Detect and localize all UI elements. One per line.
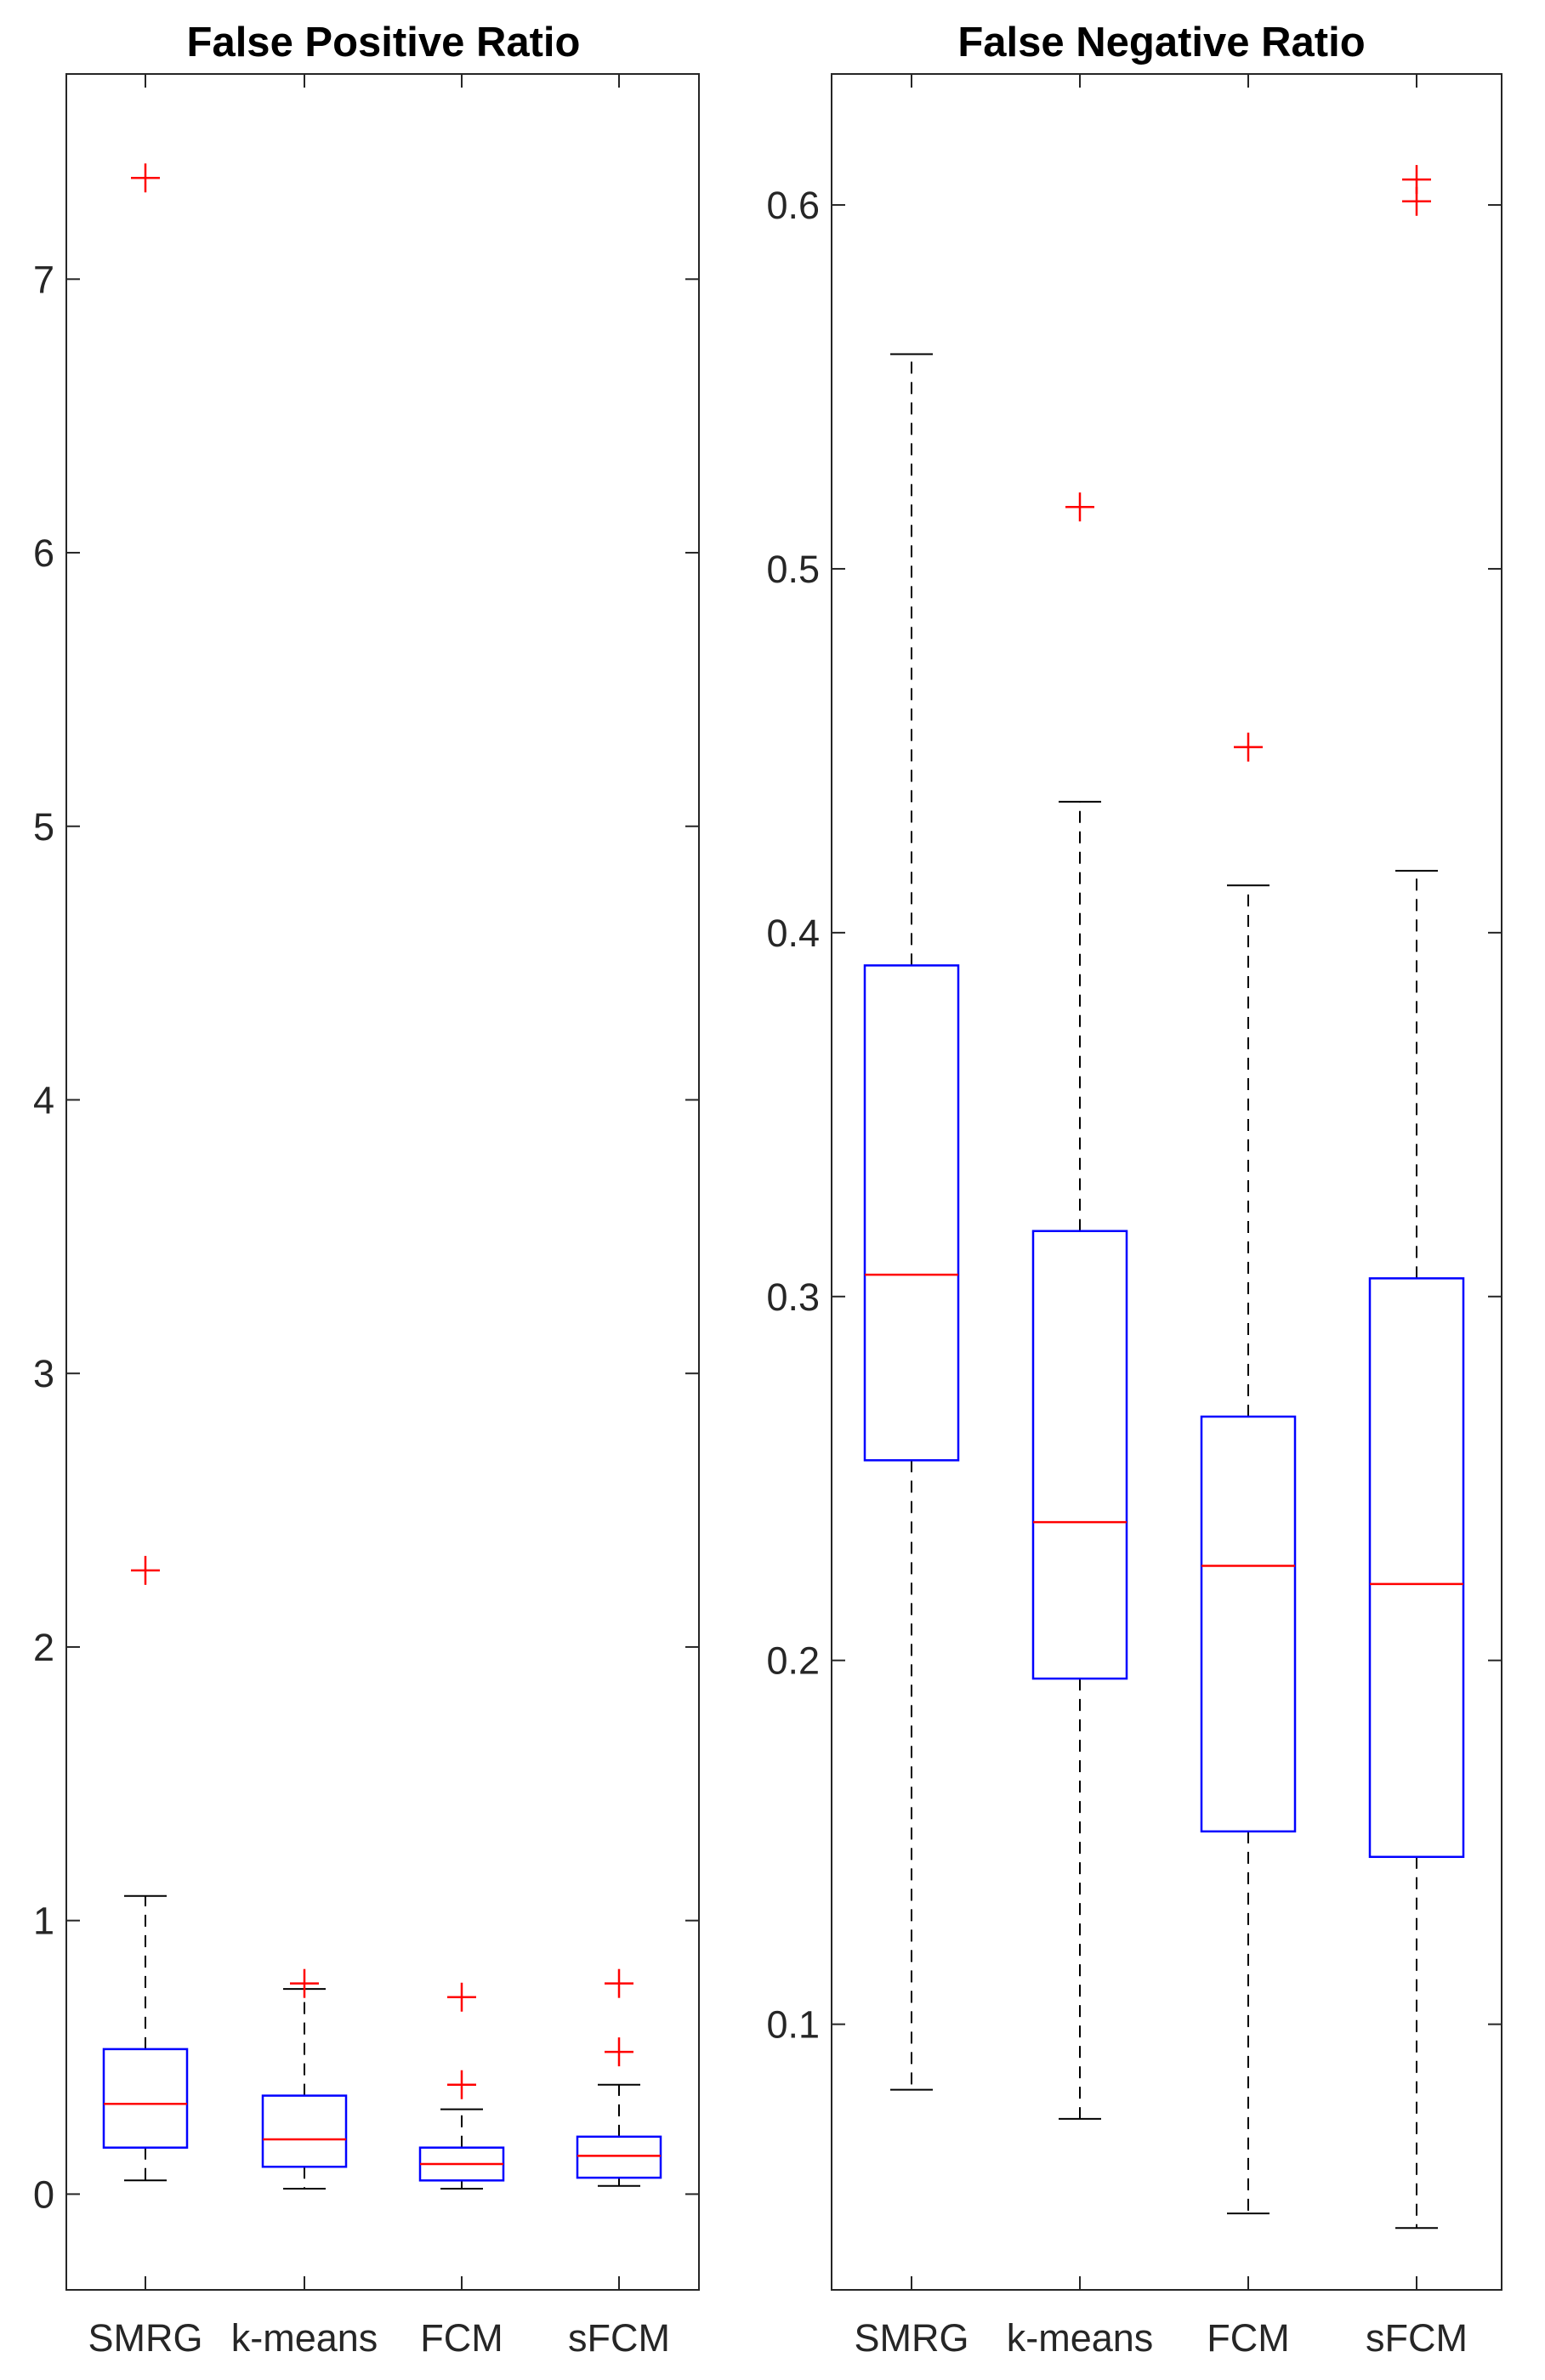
box-fcm bbox=[418, 1982, 505, 2190]
outlier-marker bbox=[131, 1555, 160, 1585]
x-tick-label: SMRG bbox=[88, 2316, 203, 2360]
y-tick-label: 4 bbox=[33, 1078, 54, 1122]
y-tick-label: 0.3 bbox=[766, 1275, 820, 1319]
box-sfcm bbox=[1368, 165, 1465, 2229]
chart-title-left: False Positive Ratio bbox=[187, 20, 581, 65]
outlier-marker bbox=[290, 1968, 319, 1998]
y-tick-label: 0.6 bbox=[766, 184, 820, 227]
iqr-box bbox=[863, 964, 960, 1462]
chart-title-right: False Negative Ratio bbox=[957, 20, 1365, 65]
y-tick-label: 5 bbox=[33, 805, 54, 849]
axes-frame bbox=[65, 73, 700, 2291]
false-negative-ratio-plot: 0.1 0.2 0.3 0.4 0.5 0.6 SMRG k-means FCM sFCM bbox=[766, 73, 1502, 2360]
y-tick-label: 0.5 bbox=[766, 548, 820, 591]
outlier-marker bbox=[447, 2070, 476, 2099]
y-tick-label: 0.1 bbox=[766, 2003, 820, 2047]
outlier-marker bbox=[605, 2037, 633, 2067]
x-tick-label: FCM bbox=[1207, 2316, 1289, 2360]
iqr-box bbox=[576, 2135, 662, 2179]
outlier-marker bbox=[131, 163, 160, 193]
y-tick-label: 6 bbox=[33, 531, 54, 575]
box-k-means bbox=[1031, 492, 1128, 2120]
x-tick-label: SMRG bbox=[855, 2316, 969, 2360]
outlier-marker bbox=[447, 1982, 476, 2012]
box-smrg bbox=[863, 353, 960, 2091]
false-positive-ratio-plot: 0 1 2 3 4 5 6 7 SMRG k-means FCM sFCM bbox=[33, 73, 700, 2360]
y-tick-label: 2 bbox=[33, 1626, 54, 1669]
outlier-marker bbox=[605, 1968, 633, 1998]
y-tick-label: 1 bbox=[33, 1900, 54, 1943]
iqr-box bbox=[102, 2048, 189, 2149]
iqr-box bbox=[1031, 1230, 1128, 1680]
outlier-marker bbox=[1234, 732, 1263, 762]
iqr-box bbox=[1368, 1277, 1465, 1859]
x-tick-label: k-means bbox=[1007, 2316, 1154, 2360]
iqr-box bbox=[1200, 1415, 1297, 1833]
box-sfcm bbox=[576, 1968, 662, 2187]
axes-frame bbox=[831, 73, 1502, 2291]
x-tick-label: FCM bbox=[420, 2316, 503, 2360]
box-smrg bbox=[102, 163, 189, 2182]
y-tick-label: 0.4 bbox=[766, 912, 820, 955]
outlier-marker bbox=[1402, 165, 1431, 195]
y-tick-label: 0.2 bbox=[766, 1639, 820, 1683]
outlier-marker bbox=[1065, 492, 1094, 522]
y-tick-label: 7 bbox=[33, 258, 54, 301]
iqr-box bbox=[261, 2094, 348, 2168]
box-k-means bbox=[261, 1968, 348, 2190]
y-tick-label: 0 bbox=[33, 2173, 54, 2216]
x-tick-label: sFCM bbox=[1366, 2316, 1468, 2360]
x-tick-label: k-means bbox=[231, 2316, 378, 2360]
x-tick-label: sFCM bbox=[568, 2316, 670, 2360]
box-fcm bbox=[1200, 732, 1297, 2215]
y-tick-label: 3 bbox=[33, 1352, 54, 1395]
